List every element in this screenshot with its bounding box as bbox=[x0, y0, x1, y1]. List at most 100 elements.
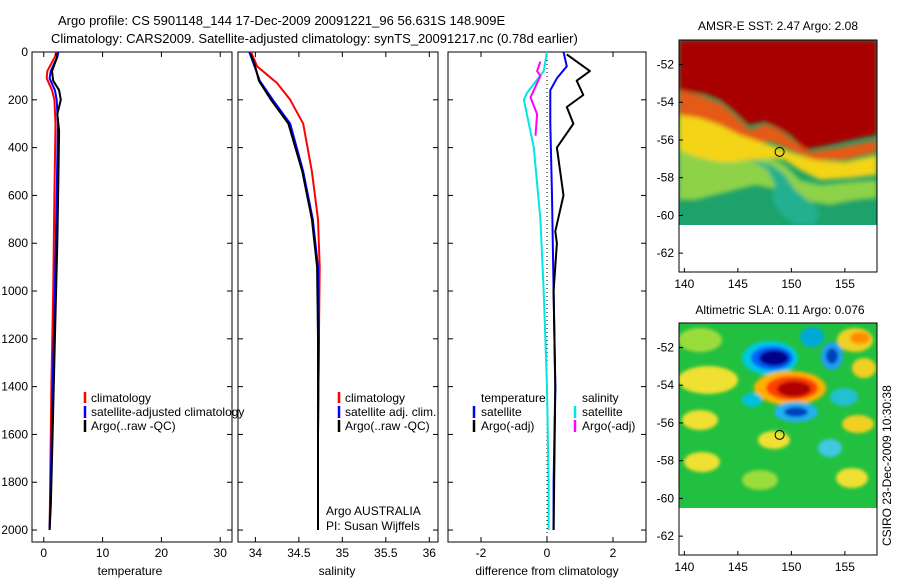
sst-map-title: AMSR-E SST: 2.47 Argo: 2.08 bbox=[698, 19, 858, 33]
map-y-tick-label: -62 bbox=[657, 246, 675, 260]
sla-blob bbox=[684, 452, 720, 472]
salinity-lines bbox=[248, 52, 321, 530]
salinity-legend: climatology satellite adj. clim. Argo(..… bbox=[337, 391, 436, 433]
salinity-xlabel: salinity bbox=[319, 564, 356, 578]
x-tick-label: 2 bbox=[610, 546, 617, 560]
temperature-lines bbox=[45, 52, 62, 531]
sla-map-title: Altimetric SLA: 0.11 Argo: 0.076 bbox=[695, 303, 865, 317]
temperature-axes-frame bbox=[31, 51, 233, 543]
salinity-ticks: 34 34.5 35 35.5 36 bbox=[238, 51, 438, 560]
sla-nodata-area bbox=[679, 508, 877, 555]
sst-map-frame bbox=[678, 39, 878, 273]
temperature-legend: climatology satellite-adjusted climatolo… bbox=[83, 391, 244, 433]
sst-map-panel: AMSR-E SST: 2.47 Argo: 2.08 140 145 150 155… bbox=[657, 19, 878, 291]
y-tick-label: 1600 bbox=[1, 427, 28, 441]
legend-label-temp-satellite: satellite bbox=[481, 405, 522, 419]
sla-blob bbox=[759, 350, 789, 366]
sst-map-ticks: 140 145 150 155 -52 -54 -56 -58 -60 -62 bbox=[657, 58, 856, 291]
sst-nodata-area bbox=[679, 225, 877, 272]
sla-blob bbox=[836, 468, 868, 488]
x-tick-label: 0 bbox=[40, 546, 47, 560]
y-tick-label: 1200 bbox=[1, 332, 28, 346]
sla-blob bbox=[682, 410, 718, 430]
sla-blob bbox=[842, 415, 874, 433]
sla-blob bbox=[830, 388, 858, 406]
legend-label-argo: Argo(..raw -QC) bbox=[91, 419, 176, 433]
map-y-tick-label: -52 bbox=[657, 58, 675, 72]
x-tick-label: -2 bbox=[476, 546, 487, 560]
series-satellite-adjusted-climatology bbox=[48, 52, 60, 528]
legend-header-salinity: salinity bbox=[582, 391, 619, 405]
header-line-1: Argo profile: CS 5901148_144 17-Dec-2009… bbox=[58, 13, 505, 28]
y-tick-label: 1000 bbox=[1, 284, 28, 298]
series-argo-raw-qc- bbox=[48, 52, 62, 531]
y-tick-label: 200 bbox=[8, 93, 28, 107]
series-salinity-satellite bbox=[522, 52, 550, 530]
series-temperature-argo-adj- bbox=[552, 53, 591, 531]
x-tick-label: 10 bbox=[96, 546, 110, 560]
y-tick-label: 800 bbox=[8, 236, 28, 250]
sst-yellow-band bbox=[679, 115, 877, 180]
x-tick-label: 35.5 bbox=[374, 546, 398, 560]
map-y-tick-label: -54 bbox=[657, 378, 675, 392]
legend-label-sal-satellite: satellite bbox=[582, 405, 623, 419]
sla-blob bbox=[850, 332, 870, 344]
sla-blob bbox=[784, 407, 808, 417]
sst-orange-band bbox=[679, 90, 877, 160]
map-x-tick-label: 145 bbox=[728, 277, 748, 291]
difference-legend: temperature salinity satellite Argo(-adj… bbox=[472, 391, 635, 433]
series-argo-raw-qc- bbox=[249, 52, 319, 530]
header-line-2: Climatology: CARS2009. Satellite-adjuste… bbox=[51, 31, 578, 46]
legend-label-sal-argo: Argo(-adj) bbox=[582, 419, 635, 433]
sla-map-ticks: 140 145 150 155 -52 -54 -56 -58 -60 -62 bbox=[657, 341, 856, 574]
map-y-tick-label: -52 bbox=[657, 341, 675, 355]
temperature-ticks: 0 10 20 30 0 200 400 600 800 1000 1200 1400 1600 1800… bbox=[1, 45, 232, 560]
temperature-panel: 0 10 20 30 0 200 400 600 800 1000 1200 1400 1600 1800… bbox=[1, 45, 244, 578]
x-tick-label: 36 bbox=[423, 546, 437, 560]
map-x-tick-label: 145 bbox=[728, 560, 748, 574]
sla-blob bbox=[800, 327, 824, 347]
sst-teal-tongue bbox=[750, 160, 820, 225]
sla-argo-location-marker bbox=[774, 429, 785, 440]
x-tick-label: 34 bbox=[249, 546, 263, 560]
difference-xlabel: difference from climatology bbox=[475, 564, 618, 578]
sla-blob bbox=[758, 431, 790, 449]
salinity-panel: 34 34.5 35 35.5 36 salinity climatology sate… bbox=[237, 51, 439, 578]
temperature-xlabel: temperature bbox=[98, 564, 163, 578]
legend-label-satellite-adjusted: satellite-adjusted climatology bbox=[91, 405, 244, 419]
x-tick-label: 35 bbox=[336, 546, 350, 560]
csiro-timestamp-label: CSIRO 23-Dec-2009 10:30:38 bbox=[880, 385, 894, 546]
map-y-tick-label: -60 bbox=[657, 208, 675, 222]
x-tick-label: 30 bbox=[214, 546, 228, 560]
map-x-tick-label: 150 bbox=[781, 277, 801, 291]
salinity-axes-frame bbox=[237, 51, 439, 543]
map-x-tick-label: 155 bbox=[835, 277, 855, 291]
map-x-tick-label: 150 bbox=[781, 560, 801, 574]
salinity-annotation-institution: Argo AUSTRALIA bbox=[326, 504, 421, 518]
y-tick-label: 400 bbox=[8, 141, 28, 155]
sla-blob bbox=[742, 393, 762, 407]
difference-ticks: -2 0 2 bbox=[448, 51, 646, 560]
y-tick-label: 1800 bbox=[1, 475, 28, 489]
sla-blob bbox=[826, 348, 838, 364]
legend-label-climatology: climatology bbox=[345, 391, 405, 405]
salinity-annotation-pi: PI: Susan Wijffels bbox=[326, 519, 420, 533]
legend-label-climatology: climatology bbox=[91, 391, 151, 405]
series-salinity-argo-adj- bbox=[529, 61, 542, 136]
legend-header-temperature: temperature bbox=[481, 391, 546, 405]
sla-map-frame bbox=[678, 322, 878, 556]
sla-blob bbox=[679, 328, 722, 352]
sla-map-panel: Altimetric SLA: 0.11 Argo: 0.076 bbox=[657, 303, 878, 574]
y-tick-label: 1400 bbox=[1, 380, 28, 394]
map-x-tick-label: 140 bbox=[674, 560, 694, 574]
sla-blob bbox=[679, 366, 738, 394]
legend-label-argo: Argo(..raw -QC) bbox=[345, 419, 430, 433]
map-x-tick-label: 140 bbox=[674, 277, 694, 291]
difference-panel: -2 0 2 difference from climatology tempera… bbox=[447, 51, 647, 578]
sla-blob bbox=[742, 470, 778, 490]
map-y-tick-label: -56 bbox=[657, 416, 675, 430]
y-tick-label: 600 bbox=[8, 188, 28, 202]
map-x-tick-label: 155 bbox=[835, 560, 855, 574]
sst-argo-location-marker bbox=[774, 146, 785, 157]
